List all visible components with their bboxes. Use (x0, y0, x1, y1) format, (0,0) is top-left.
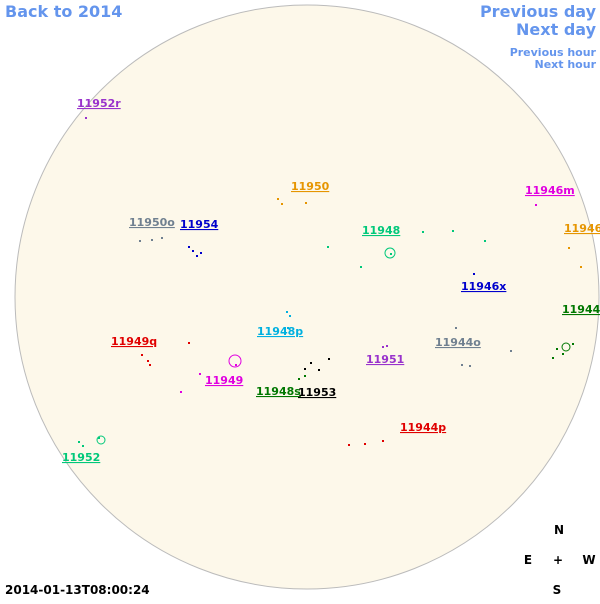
spot (473, 273, 475, 275)
spot (382, 440, 384, 442)
spot (360, 266, 362, 268)
spot (310, 362, 312, 364)
compass-center: + (553, 553, 563, 567)
region-label[interactable]: 11946 (564, 222, 600, 235)
spot (161, 237, 163, 239)
region-label[interactable]: 11948p (257, 325, 303, 338)
region-label[interactable]: 11950 (291, 180, 330, 193)
spot (422, 231, 424, 233)
spot (298, 378, 300, 380)
region-contour (96, 435, 106, 445)
spot (141, 354, 143, 356)
previous-day-link[interactable]: Previous day (480, 2, 597, 21)
region-contour (228, 354, 242, 368)
spot (535, 204, 537, 206)
region-label[interactable]: 11952 (62, 451, 100, 464)
spot (348, 444, 350, 446)
spot (98, 437, 100, 439)
spot (149, 364, 151, 366)
spot (552, 357, 554, 359)
spot (188, 342, 190, 344)
spot (452, 230, 454, 232)
spot (484, 240, 486, 242)
spot (235, 364, 237, 366)
spot (147, 360, 149, 362)
spot (305, 202, 307, 204)
spot (382, 346, 384, 348)
spot (327, 246, 329, 248)
spot (568, 247, 570, 249)
spot (562, 353, 564, 355)
spot (386, 345, 388, 347)
compass-north: N (554, 523, 564, 537)
region-label[interactable]: 11953 (298, 386, 336, 399)
spot (364, 443, 366, 445)
spot (151, 239, 153, 241)
region-contour (561, 342, 571, 352)
spot (277, 198, 279, 200)
timestamp: 2014-01-13T08:00:24 (5, 583, 150, 597)
compass-south: S (553, 583, 562, 597)
region-label[interactable]: 11951 (366, 353, 404, 366)
region-label[interactable]: 11948s (256, 385, 301, 398)
spot (188, 246, 190, 248)
spot (199, 373, 201, 375)
previous-hour-link[interactable]: Previous hour (510, 46, 597, 59)
spot (455, 327, 457, 329)
spot (286, 311, 288, 313)
spot (572, 343, 574, 345)
region-label[interactable]: 11954 (180, 218, 219, 231)
spot (78, 441, 80, 443)
spot (180, 391, 182, 393)
spot (328, 358, 330, 360)
region-label[interactable]: 11952r (77, 97, 121, 110)
solar-disk (14, 4, 600, 590)
spot (510, 350, 512, 352)
spot (461, 364, 463, 366)
region-contour (384, 247, 396, 259)
spot (469, 365, 471, 367)
spot (287, 327, 289, 329)
spot (390, 253, 392, 255)
region-label[interactable]: 11944p (400, 421, 446, 434)
spot (82, 445, 84, 447)
region-label[interactable]: 11946x (461, 280, 506, 293)
spot (318, 369, 320, 371)
region-label[interactable]: 11949q (111, 335, 157, 348)
spot (580, 266, 582, 268)
next-day-link[interactable]: Next day (516, 20, 597, 39)
region-label[interactable]: 11950o (129, 216, 175, 229)
spot (556, 348, 558, 350)
region-label[interactable]: 11944o (435, 336, 481, 349)
spot (196, 255, 198, 257)
region-label[interactable]: 11946m (525, 184, 575, 197)
spot (304, 368, 306, 370)
back-link[interactable]: Back to 2014 (5, 2, 122, 21)
spot (281, 203, 283, 205)
next-hour-link[interactable]: Next hour (535, 58, 597, 71)
spot (139, 240, 141, 242)
compass-east: E (524, 553, 532, 567)
region-label[interactable]: 11944 (562, 303, 600, 316)
spot (192, 250, 194, 252)
spot (85, 117, 87, 119)
spot (200, 252, 202, 254)
region-label[interactable]: 11949 (205, 374, 243, 387)
region-label[interactable]: 11948 (362, 224, 400, 237)
compass-west: W (582, 553, 595, 567)
spot (304, 375, 306, 377)
spot (289, 315, 291, 317)
